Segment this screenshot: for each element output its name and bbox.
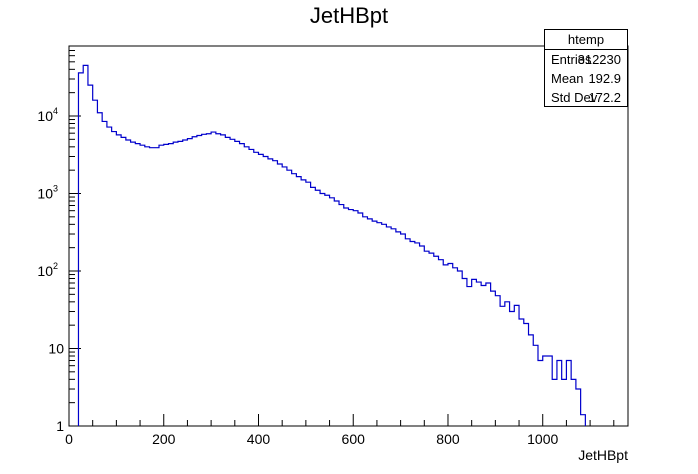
chart-title: JetHBpt bbox=[310, 3, 388, 28]
stats-mean-value: 192.9 bbox=[588, 71, 621, 86]
stats-mean-label: Mean bbox=[551, 71, 584, 86]
y-tick-label: 103 bbox=[37, 183, 58, 201]
x-tick-label: 800 bbox=[436, 431, 460, 447]
x-axis-label: JetHBpt bbox=[578, 447, 628, 463]
stats-title: htemp bbox=[545, 30, 627, 50]
x-tick-label: 200 bbox=[152, 431, 176, 447]
stats-row-stddev: Std Dev 172.2 bbox=[545, 88, 627, 107]
y-major-ticks: 1 10 102 103 104 bbox=[37, 106, 81, 434]
plot-frame bbox=[68, 45, 629, 427]
x-ticks: 0 200 400 600 800 1000 bbox=[65, 414, 615, 447]
stats-entries-value: 312230 bbox=[577, 52, 621, 67]
stats-box: htemp Entries 312230 Mean 192.9 Std Dev … bbox=[544, 29, 628, 107]
stats-entries-label: Entries bbox=[551, 52, 592, 67]
y-tick-label: 1 bbox=[56, 418, 64, 434]
stats-row-mean: Mean 192.9 bbox=[545, 69, 627, 88]
stats-stddev-label: Std Dev bbox=[551, 90, 598, 105]
stats-row-entries: Entries 312230 bbox=[545, 50, 627, 69]
y-tick-label: 104 bbox=[37, 106, 58, 124]
x-tick-label: 400 bbox=[247, 431, 271, 447]
x-tick-label: 0 bbox=[65, 431, 73, 447]
x-tick-label: 1000 bbox=[527, 431, 558, 447]
histogram-outline bbox=[77, 64, 586, 426]
y-minor-ticks bbox=[69, 49, 75, 404]
x-tick-label: 600 bbox=[342, 431, 366, 447]
stats-stddev-value: 172.2 bbox=[588, 90, 621, 105]
y-tick-label: 10 bbox=[48, 340, 64, 356]
histogram-bins bbox=[77, 64, 586, 426]
y-tick-label: 102 bbox=[37, 261, 58, 279]
